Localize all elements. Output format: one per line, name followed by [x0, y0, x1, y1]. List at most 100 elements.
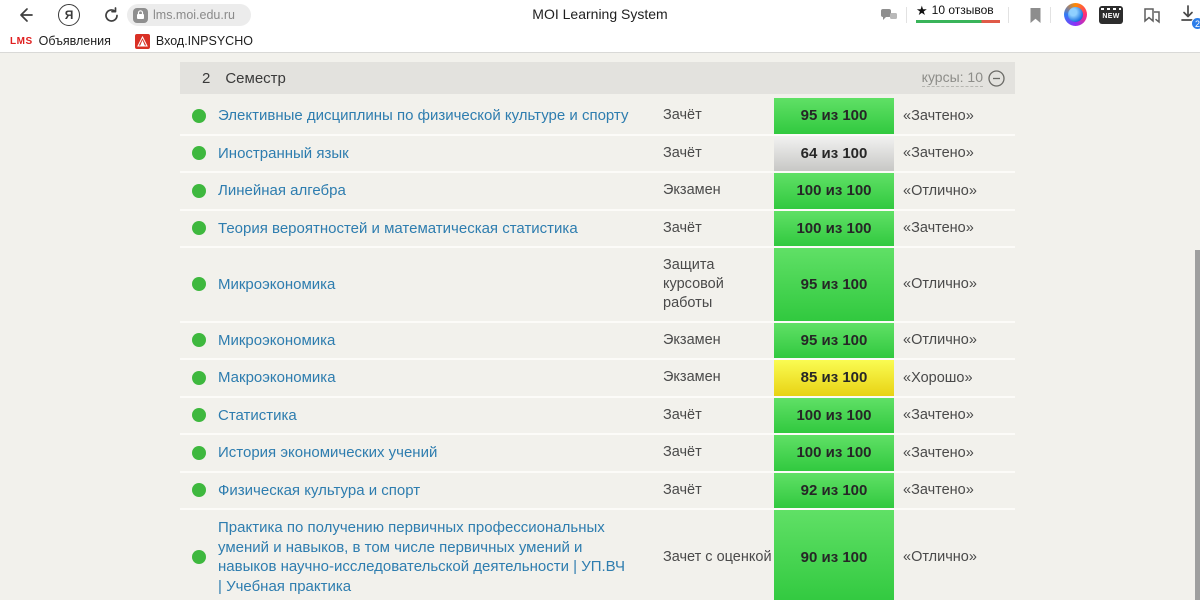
semester-number: 2 [202, 69, 211, 87]
course-row: Статистика Зачёт 100 из 100 «Зачтено» [180, 397, 1015, 436]
new-feature-icon[interactable]: NEW [1099, 6, 1123, 24]
score-badge: 85 из 100 [774, 360, 894, 396]
course-type: Зачёт [663, 444, 702, 461]
status-dot-cell [180, 370, 218, 385]
bookmark-flag-icon[interactable] [1024, 4, 1046, 26]
course-grade: «Хорошо» [903, 369, 973, 386]
course-row: Микроэкономика Экзамен 95 из 100 «Отличн… [180, 322, 1015, 361]
status-dot-cell [180, 445, 218, 460]
score-badge: 95 из 100 [774, 98, 894, 134]
course-type: Зачёт [663, 219, 702, 236]
bookmark-inpsycho[interactable]: Вход.INPSYCHO [134, 33, 253, 49]
bookmarks-bar: LMS Объявления Вход.INPSYCHO [0, 30, 1200, 53]
status-dot-icon [192, 183, 206, 198]
semester-column: 2 Семестр курсы: 10 Элективные дисциплин… [180, 53, 1015, 600]
course-name[interactable]: Микроэкономика [218, 331, 336, 349]
course-row: Элективные дисциплины по физической куль… [180, 98, 1015, 136]
status-dot-icon [192, 277, 206, 292]
score-badge: 100 из 100 [774, 397, 894, 434]
course-row: Линейная алгебра Экзамен 100 из 100 «Отл… [180, 173, 1015, 211]
downloads-icon[interactable]: 2 [1178, 4, 1200, 30]
course-table: Элективные дисциплины по физической куль… [180, 98, 1015, 600]
course-name[interactable]: Физическая культура и спорт [218, 481, 421, 499]
toolbar-divider [1050, 7, 1051, 23]
course-row: История экономических учений Зачёт 100 и… [180, 435, 1015, 473]
refresh-icon[interactable] [100, 4, 122, 26]
status-dot-icon [192, 333, 206, 348]
download-count-badge: 2 [1191, 17, 1200, 30]
course-name[interactable]: Макроэкономика [218, 369, 336, 387]
course-name[interactable]: Иностранный язык [218, 144, 349, 162]
scrollbar-thumb[interactable] [1195, 250, 1200, 600]
new-feature-label: NEW [1102, 13, 1120, 20]
course-name[interactable]: Практика по получению первичных професси… [218, 519, 626, 595]
status-dot-icon [192, 108, 206, 123]
course-grade: «Отлично» [903, 182, 977, 199]
score-badge: 100 из 100 [774, 173, 894, 209]
course-type: Зачёт [663, 144, 702, 161]
course-row: Теория вероятностей и математическая ста… [180, 210, 1015, 248]
course-name[interactable]: Теория вероятностей и математическая ста… [218, 219, 578, 237]
lms-page: 2 Семестр курсы: 10 Элективные дисциплин… [0, 53, 1200, 600]
bookmark-label: Объявления [38, 34, 111, 48]
course-type: Экзамен [663, 182, 721, 199]
course-row: Практика по получению первичных професси… [180, 510, 1015, 600]
score-badge: 100 из 100 [774, 210, 894, 246]
status-dot-icon [192, 550, 206, 565]
status-dot-icon [192, 370, 206, 385]
course-name[interactable]: Элективные дисциплины по физической куль… [218, 107, 629, 124]
reviews-rating-bar [916, 20, 1000, 23]
lms-logo-icon: LMS [10, 35, 33, 47]
course-grade: «Отлично» [903, 549, 977, 566]
course-grade: «Зачтено» [903, 220, 974, 237]
collapse-icon[interactable] [988, 69, 1005, 87]
course-row: Иностранный язык Зачёт 64 из 100 «Зачтен… [180, 135, 1015, 173]
course-grade: «Зачтено» [903, 444, 974, 461]
status-dot-cell [180, 146, 218, 161]
browser-chrome: Я lms.moi.edu.ru MOI Learning System ★ 1… [0, 0, 1200, 53]
url-text: lms.moi.edu.ru [153, 8, 235, 22]
browser-toolbar: Я lms.moi.edu.ru MOI Learning System ★ 1… [0, 0, 1200, 30]
toolbar-divider [1008, 7, 1009, 23]
score-badge: 100 из 100 [774, 435, 894, 471]
status-dot-icon [192, 221, 206, 236]
course-type: Зачёт [663, 406, 702, 423]
score-badge: 92 из 100 [774, 472, 894, 509]
address-bar[interactable]: lms.moi.edu.ru [127, 4, 251, 26]
course-type: Зачёт [663, 481, 702, 498]
yandex-browser-icon[interactable]: Я [58, 4, 80, 26]
course-name[interactable]: История экономических учений [218, 444, 438, 462]
course-row: Макроэкономика Экзамен 85 из 100 «Хорошо… [180, 360, 1015, 398]
course-name[interactable]: Статистика [218, 406, 297, 424]
status-dot-cell [180, 483, 218, 498]
status-dot-cell [180, 550, 218, 565]
status-dot-cell [180, 221, 218, 236]
star-icon: ★ [916, 2, 928, 18]
toolbar-divider [906, 7, 907, 23]
reviews-label: 10 отзывов [931, 3, 994, 17]
status-dot-cell [180, 108, 218, 123]
status-dot-cell [180, 333, 218, 348]
score-badge: 64 из 100 [774, 135, 894, 171]
reviews-widget[interactable]: ★ 10 отзывов [916, 3, 1000, 23]
status-dot-icon [192, 146, 206, 161]
course-type: Зачет с оценкой [663, 548, 772, 565]
semester-label: Семестр [225, 69, 286, 87]
course-grade: «Зачтено» [903, 407, 974, 424]
lock-icon [133, 7, 148, 23]
semester-2-header: 2 Семестр курсы: 10 [180, 62, 1015, 94]
status-dot-icon [192, 408, 206, 423]
score-badge: 95 из 100 [774, 248, 894, 321]
courses-count-link[interactable]: курсы: 10 [921, 69, 983, 87]
back-icon[interactable] [14, 4, 36, 26]
collections-icon[interactable] [1141, 4, 1163, 26]
inpsycho-emblem-icon [134, 33, 150, 49]
protect-icon[interactable] [878, 4, 900, 26]
browser-profile-icon[interactable] [1064, 3, 1087, 26]
course-grade: «Зачтено» [903, 482, 974, 499]
course-name[interactable]: Микроэкономика [218, 275, 336, 293]
course-name[interactable]: Линейная алгебра [218, 182, 346, 199]
bookmark-announcements[interactable]: LMS Объявления [10, 34, 111, 48]
score-badge: 95 из 100 [774, 322, 894, 359]
page-title: MOI Learning System [532, 6, 668, 22]
